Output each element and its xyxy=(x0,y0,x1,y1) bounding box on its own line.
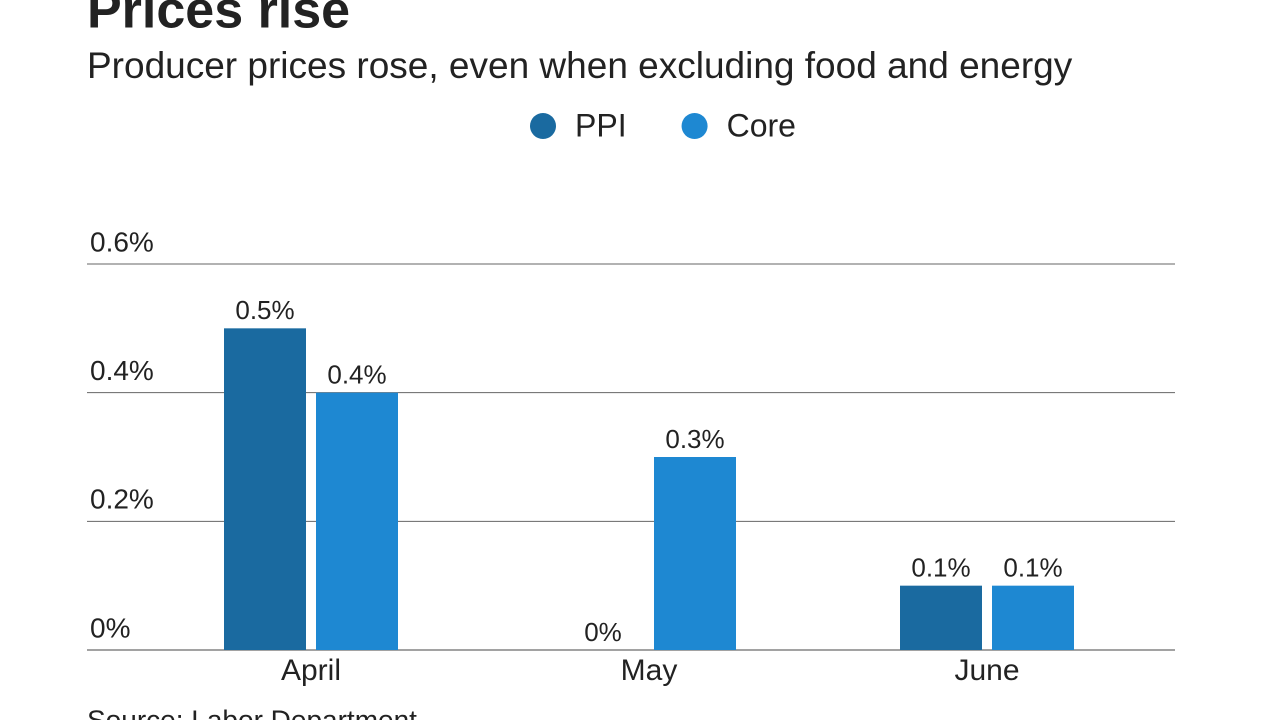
value-label: 0.1% xyxy=(1003,553,1062,583)
value-label: 0.3% xyxy=(665,424,724,454)
legend-label: Core xyxy=(727,107,796,143)
bar xyxy=(900,585,982,650)
x-tick-label: April xyxy=(281,654,341,687)
x-tick-label: May xyxy=(621,654,678,687)
bar xyxy=(654,457,736,650)
legend-swatch xyxy=(681,113,708,139)
value-label: 0% xyxy=(584,617,622,647)
value-label: 0.1% xyxy=(911,553,970,583)
bar xyxy=(992,585,1074,650)
y-tick-label: 0.6% xyxy=(90,226,154,257)
x-tick-label: June xyxy=(954,654,1019,687)
y-tick-label: 0% xyxy=(90,612,130,643)
bar xyxy=(316,392,398,650)
legend-label: PPI xyxy=(575,107,627,143)
source-note: Source: Labor Department xyxy=(87,704,417,720)
y-tick-label: 0.2% xyxy=(90,484,154,515)
chart-subtitle: Producer prices rose, even when excludin… xyxy=(87,45,1073,86)
bar xyxy=(224,328,306,650)
legend-swatch xyxy=(530,113,556,139)
value-label: 0.4% xyxy=(327,360,386,390)
value-label: 0.5% xyxy=(235,295,294,325)
y-tick-label: 0.4% xyxy=(90,355,154,386)
chart-title: Prices rise xyxy=(87,0,350,40)
